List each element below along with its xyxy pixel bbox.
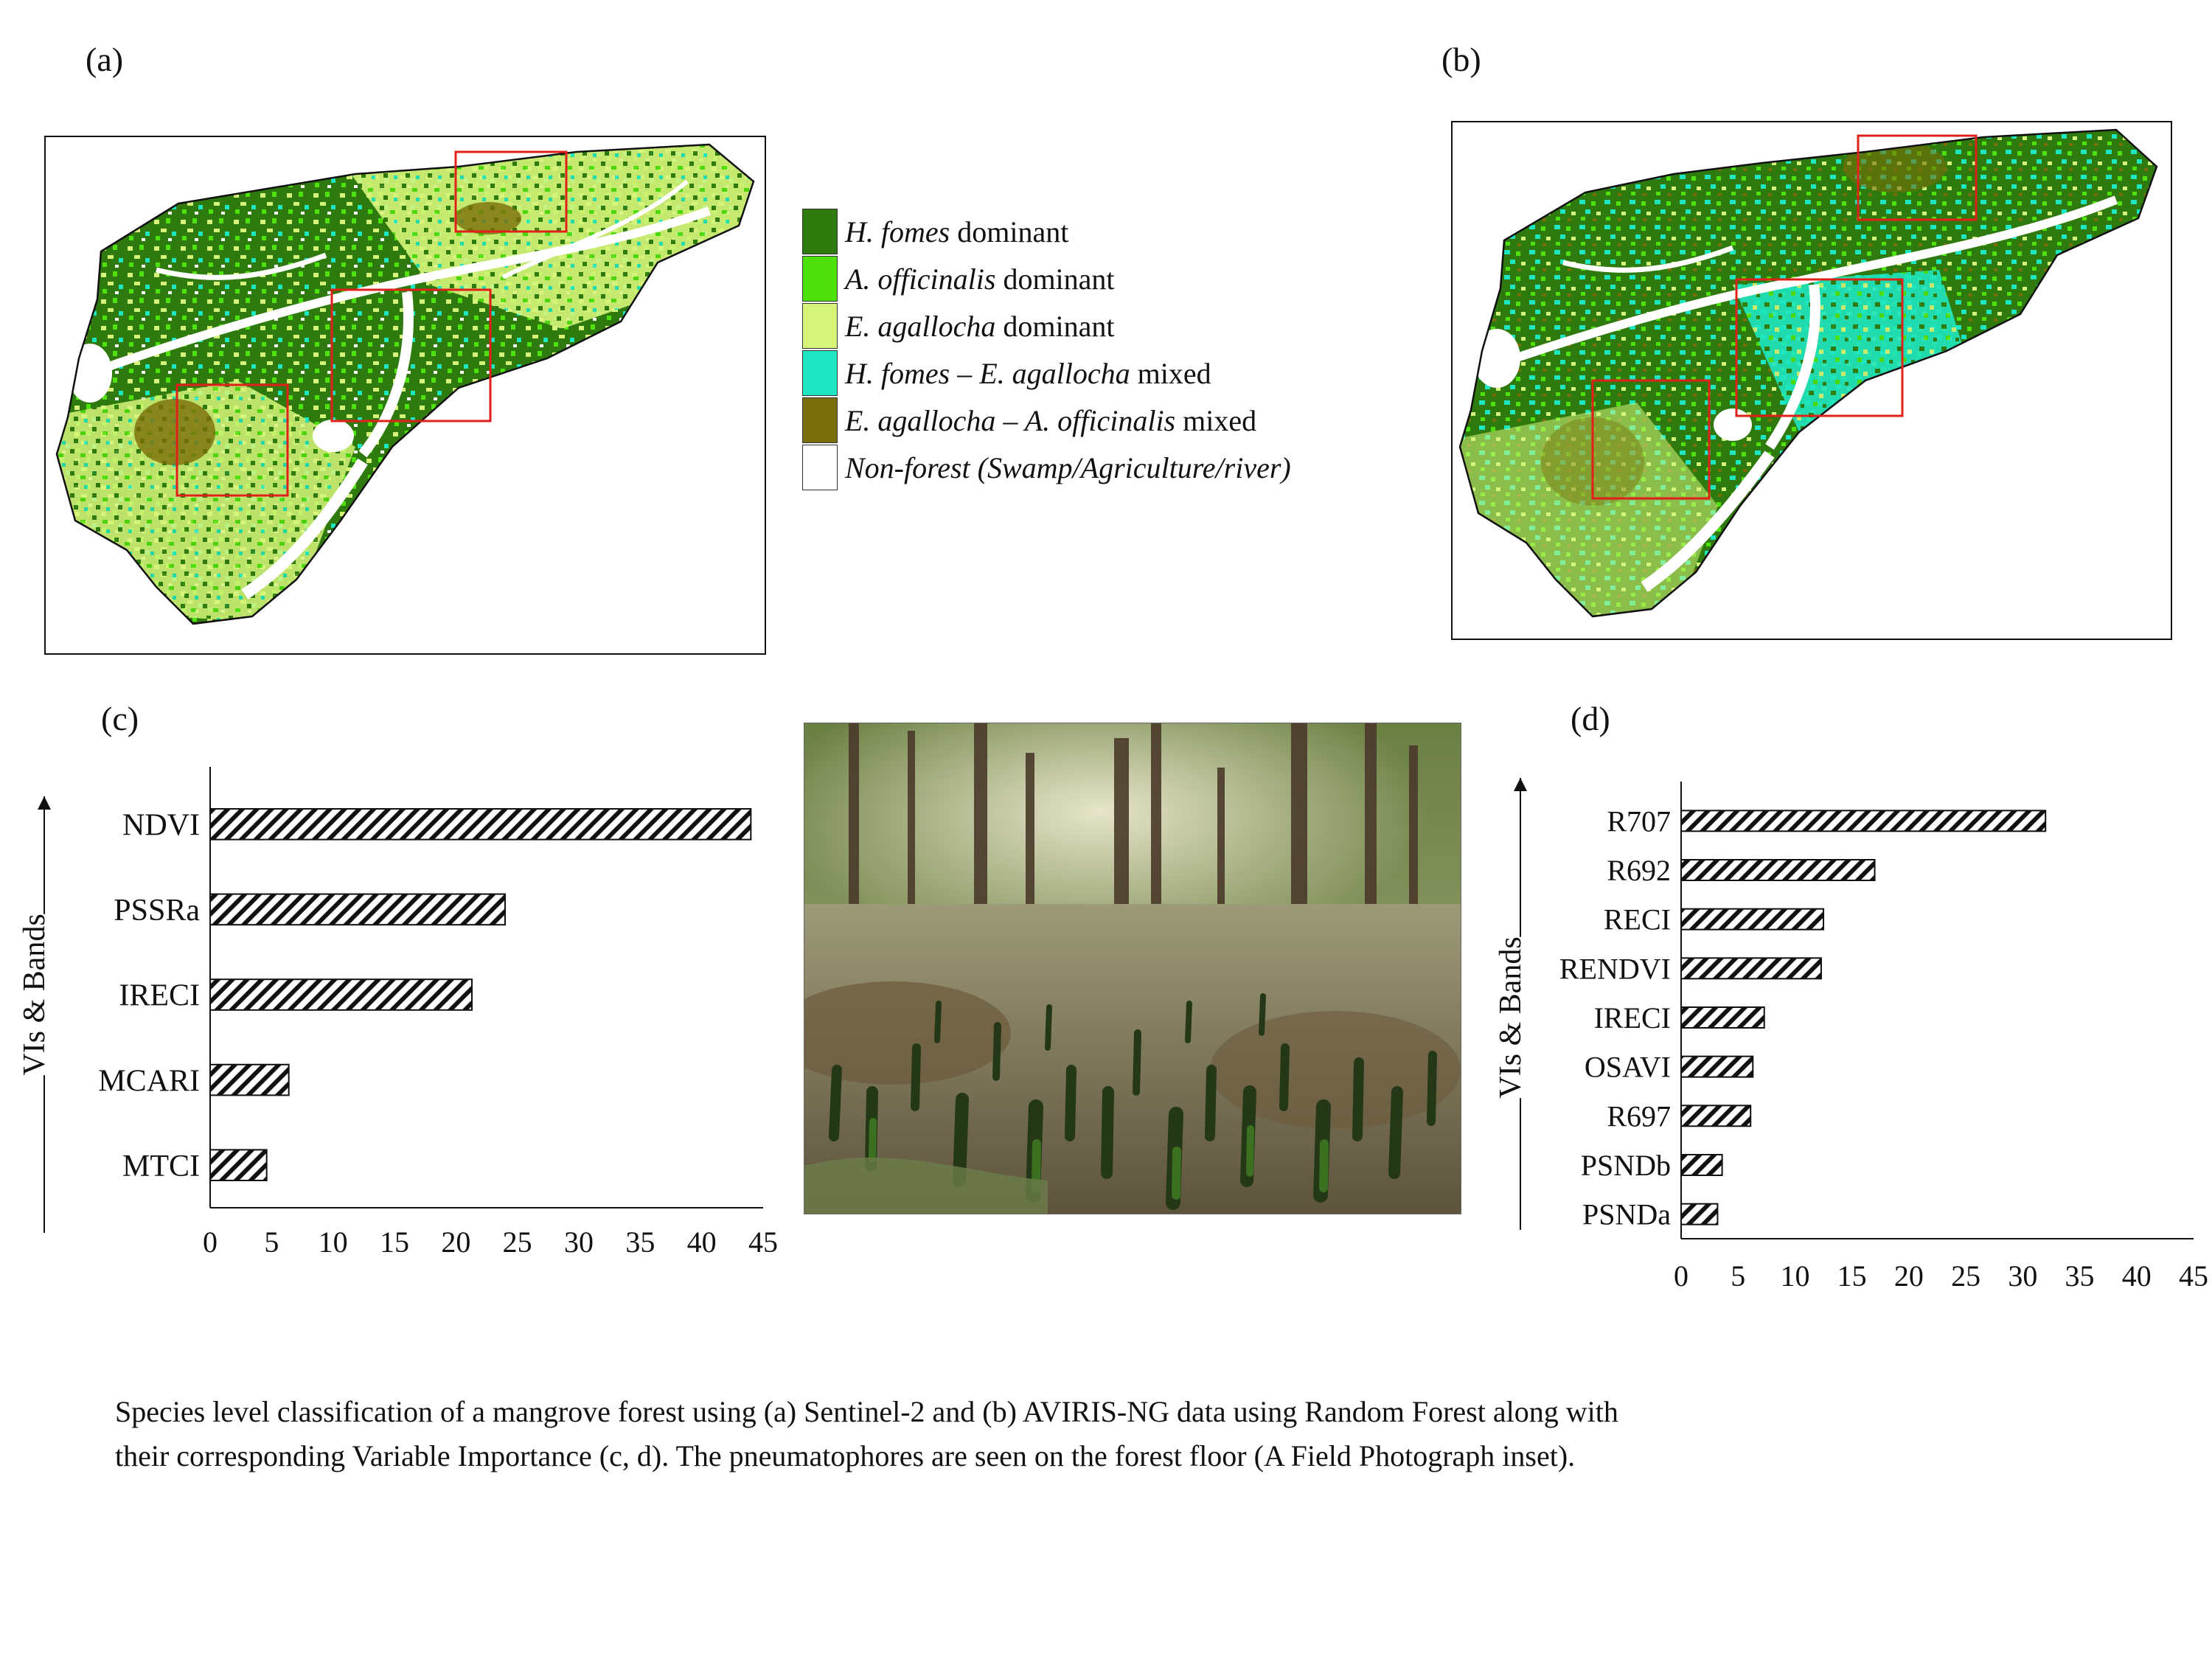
category-label-osavi: OSAVI	[1585, 1051, 1671, 1084]
x-tick-label: 30	[2008, 1259, 2037, 1293]
category-label-rendvi: RENDVI	[1559, 952, 1671, 985]
bar-rendvi	[1680, 957, 1822, 980]
panel-label-c: (c)	[101, 700, 139, 737]
x-tick-label: 45	[748, 1225, 778, 1259]
bar-psnda	[1680, 1203, 1719, 1225]
legend-swatch-eagallocha-aofficinalis-mixed	[802, 397, 838, 443]
legend-suffix: dominant	[950, 215, 1069, 248]
variable-importance-chart-c: 0 5 10 15 20 25 30 35 40 45 NDVI PSSRa IRECI MCARI MTC…	[18, 767, 778, 1259]
x-tick-label: 5	[1731, 1259, 1745, 1293]
bar-mtci	[209, 1149, 268, 1182]
x-tick-label: 40	[2122, 1259, 2152, 1293]
category-label-r697: R697	[1607, 1099, 1671, 1133]
y-axis-arrow-head	[38, 796, 51, 810]
x-tick-label: 0	[1674, 1259, 1688, 1293]
x-tick-label: 10	[319, 1225, 348, 1259]
figure-caption: Species level classification of a mangro…	[115, 1390, 2069, 1478]
category-label-ireci: IRECI	[119, 979, 200, 1013]
legend-suffix: mixed	[1130, 356, 1211, 390]
x-tick-label: 30	[564, 1225, 594, 1259]
map-legend: H. fomes dominant A. officinalis dominan…	[802, 208, 1451, 491]
panel-label-a: (a)	[86, 41, 124, 78]
legend-item-hfomes-eagallocha-mixed: H. fomes – E. agallocha mixed	[802, 349, 1451, 397]
legend-item-aofficinalis: A. officinalis dominant	[802, 255, 1451, 302]
bar-osavi	[1680, 1055, 1754, 1078]
legend-species: A. officinalis	[845, 262, 996, 296]
category-label-ireci: IRECI	[1594, 1001, 1671, 1034]
legend-swatch-aofficinalis	[802, 256, 838, 302]
legend-item-hfomes: H. fomes dominant	[802, 208, 1451, 255]
category-label-mcari: MCARI	[98, 1064, 200, 1098]
legend-swatch-eagallocha	[802, 303, 838, 349]
legend-swatch-non-forest	[802, 445, 838, 490]
bar-reci	[1680, 908, 1825, 931]
legend-species: E. agallocha – A. officinalis	[845, 403, 1176, 437]
caption-line-2: their corresponding Variable Importance …	[115, 1439, 1576, 1472]
legend-item-eagallocha-aofficinalis-mixed: E. agallocha – A. officinalis mixed	[802, 397, 1451, 444]
legend-swatch-hfomes-eagallocha-mixed	[802, 350, 838, 396]
category-label-pssra: PSSRa	[114, 894, 200, 928]
bar-pssra	[209, 893, 506, 926]
x-tick-label: 35	[2065, 1259, 2095, 1293]
legend-label-non-forest: Non-forest (Swamp/Agriculture/river)	[845, 451, 1291, 484]
x-tick-label: 20	[1894, 1259, 1924, 1293]
x-tick-label: 35	[625, 1225, 655, 1259]
category-label-psndb: PSNDb	[1581, 1149, 1671, 1182]
legend-species: E. agallocha	[845, 309, 996, 343]
legend-species: H. fomes – E. agallocha	[845, 356, 1130, 390]
legend-suffix: dominant	[995, 309, 1115, 343]
x-tick-label: 5	[264, 1225, 279, 1259]
field-photograph	[804, 723, 1461, 1214]
category-label-ndvi: NDVI	[122, 809, 200, 843]
legend-suffix: mixed	[1175, 403, 1257, 437]
bar-mcari	[209, 1063, 290, 1096]
category-label-r692: R692	[1607, 854, 1671, 887]
x-tick-label: 10	[1780, 1259, 1809, 1293]
category-label-mtci: MTCI	[122, 1150, 200, 1183]
y-axis-label: VIs & Bands	[18, 914, 52, 1075]
category-label-psnda: PSNDa	[1582, 1198, 1671, 1231]
legend-suffix: dominant	[995, 262, 1115, 296]
legend-item-non-forest: Non-forest (Swamp/Agriculture/river)	[802, 444, 1451, 491]
map-a-image	[55, 143, 755, 625]
x-tick-label: 20	[441, 1225, 470, 1259]
x-tick-label: 25	[503, 1225, 532, 1259]
classification-map-sentinel2	[44, 136, 766, 655]
variable-importance-chart-d: 0 5 10 15 20 25 30 35 40 45 R707 R692 RECI RENDVI IREC…	[1494, 778, 2208, 1293]
category-label-reci: RECI	[1604, 903, 1671, 936]
panel-label-b: (b)	[1441, 41, 1481, 78]
x-tick-label: 40	[687, 1225, 717, 1259]
x-tick-label: 25	[1951, 1259, 1980, 1293]
bar-ireci	[209, 978, 473, 1011]
bar-r707	[1680, 810, 2047, 832]
bar-r697	[1680, 1105, 1752, 1127]
pneumatophores-photo	[804, 723, 1461, 1214]
y-axis-arrow-head	[1514, 778, 1527, 791]
legend-species: H. fomes	[845, 215, 950, 248]
legend-item-eagallocha: E. agallocha dominant	[802, 302, 1451, 349]
bar-r692	[1680, 859, 1876, 881]
legend-swatch-hfomes	[802, 209, 838, 254]
map-b-image	[1458, 128, 2158, 618]
x-tick-label: 0	[203, 1225, 218, 1259]
y-axis-label: VIs & Bands	[1494, 936, 1528, 1098]
caption-line-1: Species level classification of a mangro…	[115, 1395, 1618, 1428]
bar-ndvi	[209, 807, 752, 841]
classification-map-aviris-ng	[1451, 121, 2172, 640]
x-tick-label: 15	[1837, 1259, 1867, 1293]
bar-ireci	[1680, 1006, 1765, 1029]
bar-psndb	[1680, 1154, 1723, 1176]
x-tick-label: 45	[2179, 1259, 2208, 1293]
x-tick-label: 15	[380, 1225, 409, 1259]
panel-label-d: (d)	[1571, 700, 1610, 737]
category-label-r707: R707	[1607, 804, 1671, 838]
